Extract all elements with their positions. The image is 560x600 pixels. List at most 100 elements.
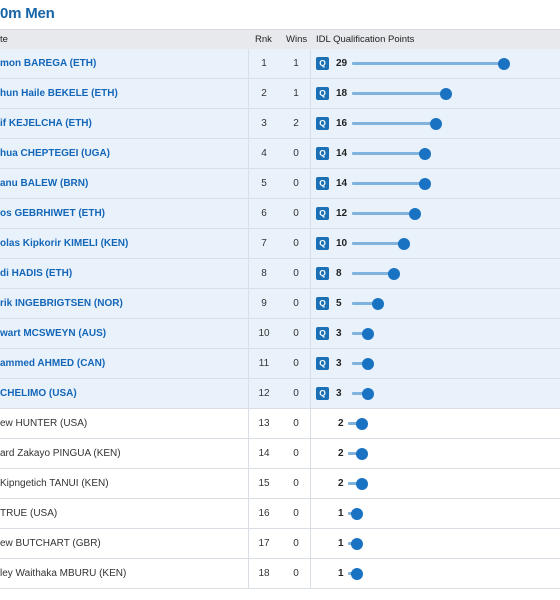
- rank-value: 18: [258, 568, 270, 579]
- rank-value: 13: [258, 418, 270, 429]
- column-divider: [248, 559, 249, 589]
- points-value: 3: [336, 328, 342, 339]
- table-row[interactable]: if KEJELCHA (ETH) 3 2 Q 16: [0, 109, 560, 139]
- qualified-badge: Q: [316, 387, 329, 400]
- points-marker: [351, 538, 364, 550]
- points-value: 29: [336, 58, 348, 69]
- points-bar: [348, 452, 363, 455]
- column-divider: [310, 259, 311, 289]
- wins-value: 0: [293, 358, 299, 369]
- table-header: te Rnk Wins IDL Qualification Points: [0, 29, 560, 50]
- table-row[interactable]: anu BALEW (BRN) 5 0 Q 14: [0, 169, 560, 199]
- column-divider: [248, 169, 249, 199]
- table-row[interactable]: ew HUNTER (USA) 13 0 2: [0, 409, 560, 439]
- column-divider: [310, 109, 311, 139]
- qualified-badge: Q: [316, 207, 329, 220]
- table-row[interactable]: CHELIMO (USA) 12 0 Q 3: [0, 379, 560, 409]
- column-divider: [310, 409, 311, 439]
- table-row[interactable]: TRUE (USA) 16 0 1: [0, 499, 560, 529]
- column-divider: [248, 499, 249, 529]
- header-rank[interactable]: Rnk: [255, 34, 272, 45]
- wins-value: 0: [293, 298, 299, 309]
- points-marker: [361, 388, 374, 400]
- table-row[interactable]: ammed AHMED (CAN) 11 0 Q 3: [0, 349, 560, 379]
- column-divider: [310, 379, 311, 409]
- wins-value: 0: [293, 238, 299, 249]
- table-row[interactable]: ew BUTCHART (GBR) 17 0 1: [0, 529, 560, 559]
- table-row[interactable]: wart MCSWEYN (AUS) 10 0 Q 3: [0, 319, 560, 349]
- wins-value: 0: [293, 508, 299, 519]
- wins-value: 0: [293, 418, 299, 429]
- table-row[interactable]: ard Zakayo PINGUA (KEN) 14 0 2: [0, 439, 560, 469]
- rank-value: 7: [261, 238, 267, 249]
- points-value: 5: [336, 298, 342, 309]
- rank-value: 16: [258, 508, 270, 519]
- rank-value: 15: [258, 478, 270, 489]
- column-divider: [310, 169, 311, 199]
- athlete-name-link[interactable]: os GEBRHIWET (ETH): [0, 208, 105, 219]
- column-divider: [310, 139, 311, 169]
- table-row[interactable]: os GEBRHIWET (ETH) 6 0 Q 12: [0, 199, 560, 229]
- athlete-name-link: ard Zakayo PINGUA (KEN): [0, 448, 121, 459]
- points-value: 8: [336, 268, 342, 279]
- table-row[interactable]: ley Waithaka MBURU (KEN) 18 0 1: [0, 559, 560, 589]
- athlete-name-link[interactable]: di HADIS (ETH): [0, 268, 73, 279]
- qualified-badge: Q: [316, 327, 329, 340]
- page-title: 0m Men: [0, 5, 55, 22]
- column-divider: [248, 49, 249, 79]
- qualified-badge: Q: [316, 87, 329, 100]
- table-row[interactable]: hua CHEPTEGEI (UGA) 4 0 Q 14: [0, 139, 560, 169]
- athlete-name-link[interactable]: olas Kipkorir KIMELI (KEN): [0, 238, 129, 249]
- column-divider: [248, 79, 249, 109]
- column-divider: [248, 409, 249, 439]
- points-value: 14: [336, 148, 348, 159]
- athlete-name-link[interactable]: CHELIMO (USA): [0, 388, 77, 399]
- athlete-name-link[interactable]: ammed AHMED (CAN): [0, 358, 106, 369]
- qualified-badge: Q: [316, 297, 329, 310]
- qualified-badge: Q: [316, 117, 329, 130]
- points-marker: [498, 58, 510, 70]
- athlete-name-link[interactable]: hun Haile BEKELE (ETH): [0, 88, 118, 99]
- column-divider: [310, 289, 311, 319]
- athlete-name-link[interactable]: mon BAREGA (ETH): [0, 58, 97, 69]
- rank-value: 10: [258, 328, 270, 339]
- header-points[interactable]: IDL Qualification Points: [316, 34, 415, 45]
- rank-value: 4: [261, 148, 267, 159]
- points-bar: [352, 152, 426, 155]
- points-marker: [351, 508, 364, 520]
- header-wins[interactable]: Wins: [286, 34, 308, 45]
- rank-value: 5: [261, 178, 267, 189]
- column-divider: [310, 229, 311, 259]
- athlete-name-link[interactable]: anu BALEW (BRN): [0, 178, 89, 189]
- points-marker: [361, 328, 374, 340]
- athlete-name-link[interactable]: wart MCSWEYN (AUS): [0, 328, 107, 339]
- qualified-badge: Q: [316, 357, 329, 370]
- points-bar: [352, 392, 368, 395]
- athlete-name-link: Kipngetich TANUI (KEN): [0, 478, 109, 489]
- athlete-name-link[interactable]: rik INGEBRIGTSEN (NOR): [0, 298, 123, 309]
- athlete-name-link[interactable]: if KEJELCHA (ETH): [0, 118, 92, 129]
- wins-value: 0: [293, 178, 299, 189]
- table-row[interactable]: Kipngetich TANUI (KEN) 15 0 2: [0, 469, 560, 499]
- points-value: 10: [336, 238, 348, 249]
- table-row[interactable]: rik INGEBRIGTSEN (NOR) 9 0 Q 5: [0, 289, 560, 319]
- points-marker: [419, 178, 432, 190]
- table-row[interactable]: hun Haile BEKELE (ETH) 2 1 Q 18: [0, 79, 560, 109]
- column-divider: [310, 529, 311, 559]
- header-athlete[interactable]: te: [0, 34, 8, 45]
- points-value: 12: [336, 208, 348, 219]
- column-divider: [310, 79, 311, 109]
- points-value: 1: [338, 538, 344, 549]
- points-value: 1: [338, 508, 344, 519]
- column-divider: [310, 49, 311, 79]
- wins-value: 1: [293, 88, 299, 99]
- column-divider: [248, 259, 249, 289]
- table-row[interactable]: di HADIS (ETH) 8 0 Q 8: [0, 259, 560, 289]
- points-value: 2: [338, 448, 344, 459]
- table-row[interactable]: mon BAREGA (ETH) 1 1 Q 29: [0, 49, 560, 79]
- rank-value: 6: [261, 208, 267, 219]
- rank-value: 3: [261, 118, 267, 129]
- athlete-name-link[interactable]: hua CHEPTEGEI (UGA): [0, 148, 111, 159]
- table-row[interactable]: olas Kipkorir KIMELI (KEN) 7 0 Q 10: [0, 229, 560, 259]
- points-bar: [352, 122, 436, 125]
